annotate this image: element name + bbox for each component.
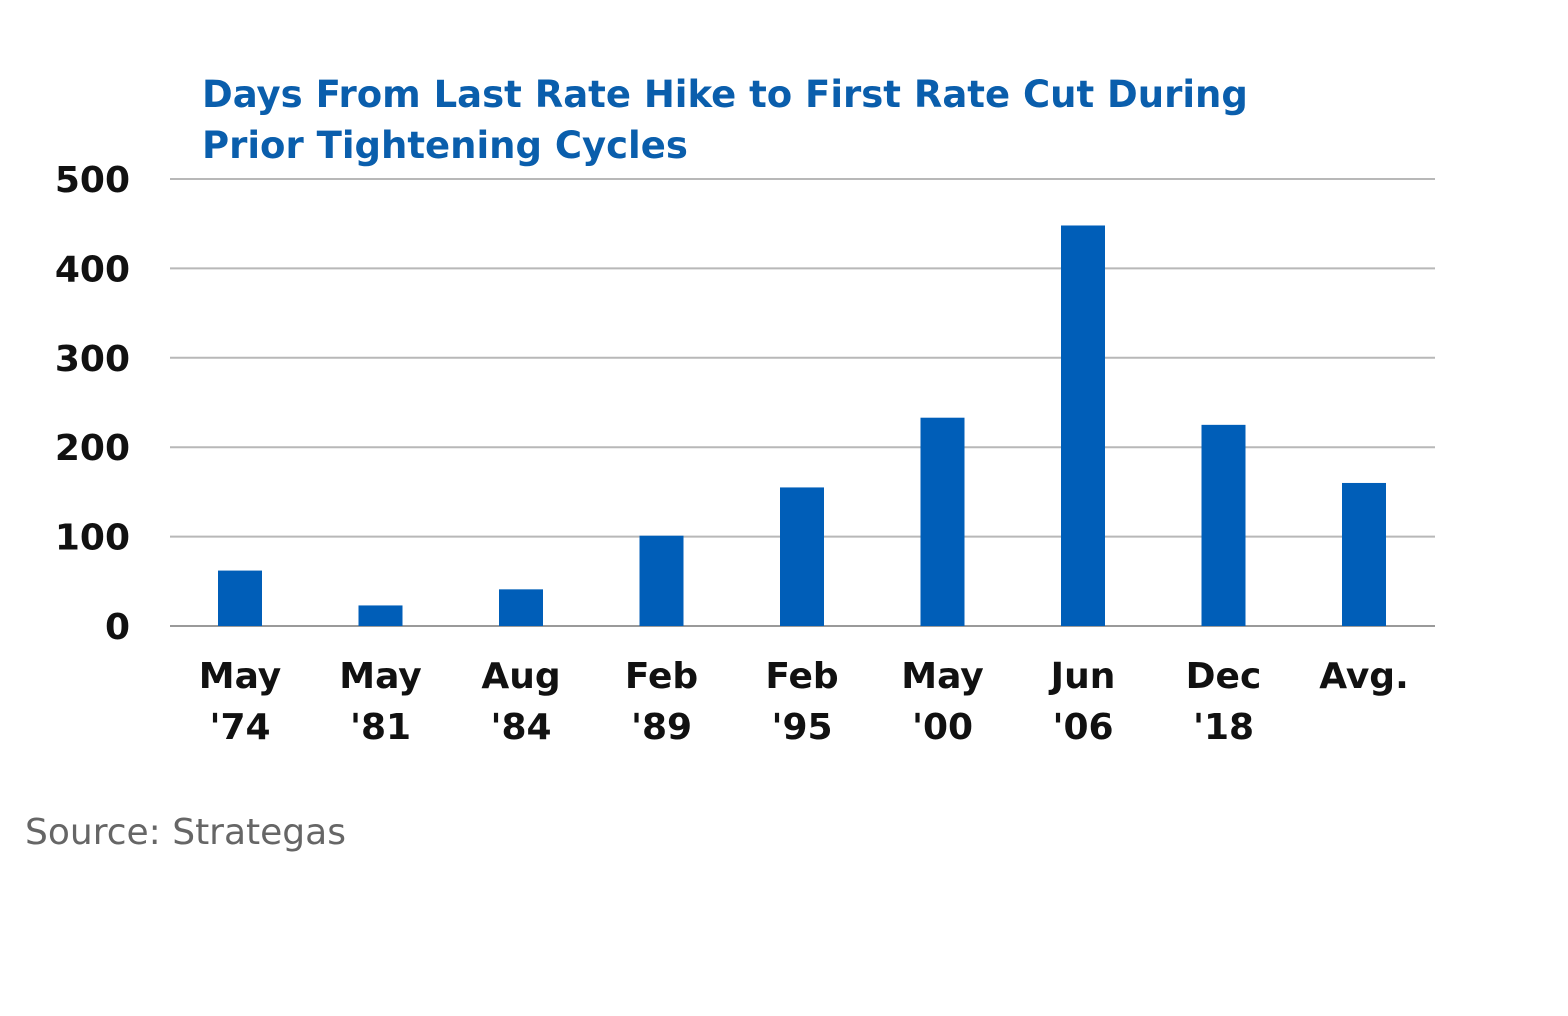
bar (218, 570, 262, 626)
x-tick-label: May (199, 656, 281, 697)
x-tick-label: '89 (631, 707, 692, 748)
x-tick-label: '74 (209, 707, 270, 748)
x-tick-label: Dec (1186, 656, 1262, 697)
x-tick-label: '84 (490, 707, 551, 748)
x-tick-label: Aug (481, 656, 560, 697)
source-note: Source: Strategas (25, 812, 346, 853)
bar (358, 605, 403, 626)
x-tick-label: '18 (1193, 707, 1254, 748)
bar (639, 535, 684, 626)
y-tick-label: 500 (55, 160, 130, 201)
y-tick-label: 400 (55, 249, 130, 290)
bar (1061, 225, 1105, 626)
x-tick-label: '00 (912, 707, 973, 748)
bars (218, 225, 1386, 626)
x-axis-ticks: May '74 May '81 Aug '84 Feb '89 Feb '95 May '00 Jun '… (199, 656, 1409, 748)
chart-title: Days From Last Rate Hike to First Rate C… (202, 73, 1248, 167)
bar (499, 589, 543, 626)
bar-chart: Days From Last Rate Hike to First Rate C… (55, 73, 1435, 748)
chart-title-line: Prior Tightening Cycles (202, 124, 688, 167)
bar (1201, 424, 1246, 626)
y-tick-label: 300 (55, 339, 130, 380)
x-tick-label: Feb (625, 656, 698, 697)
x-tick-label: '06 (1052, 707, 1113, 748)
bar (1342, 482, 1386, 626)
bar (920, 417, 965, 626)
x-tick-label: Jun (1048, 656, 1116, 697)
y-tick-label: 200 (55, 428, 130, 469)
bar (780, 487, 824, 626)
y-tick-label: 0 (105, 607, 130, 648)
x-tick-label: May (339, 656, 421, 697)
y-tick-label: 100 (55, 518, 130, 559)
chart-title-line: Days From Last Rate Hike to First Rate C… (202, 73, 1248, 116)
x-tick-label: '81 (350, 707, 411, 748)
x-tick-label: Feb (765, 656, 838, 697)
y-axis-ticks: 0 100 200 300 400 500 (55, 160, 130, 648)
x-tick-label: May (901, 656, 983, 697)
x-tick-label: Avg. (1319, 656, 1409, 697)
x-tick-label: '95 (771, 707, 832, 748)
